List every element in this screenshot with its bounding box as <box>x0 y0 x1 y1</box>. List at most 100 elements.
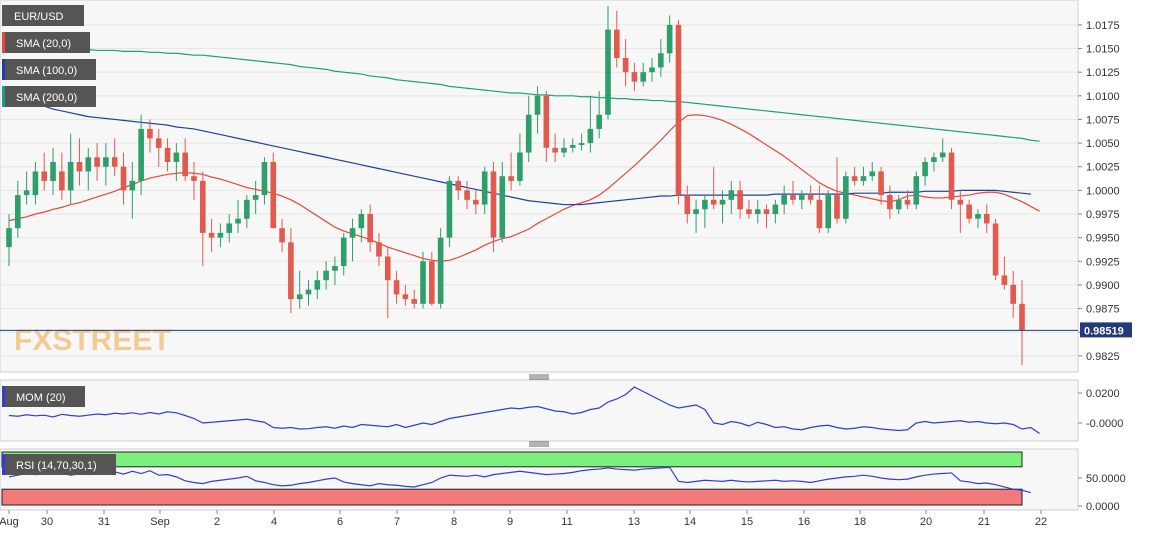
candle-body <box>411 299 417 304</box>
candle-body <box>860 176 867 181</box>
sma-lines <box>8 46 1040 262</box>
candle-body <box>508 176 514 181</box>
candle-body <box>851 176 858 181</box>
candle-body <box>384 256 391 281</box>
price-pane-bg <box>0 0 1079 373</box>
candle-body <box>693 209 699 214</box>
candle-body <box>587 128 594 144</box>
price-tick-label: 1.0075 <box>1086 114 1120 126</box>
candle-body <box>50 162 56 181</box>
price-axis-ticks: 1.0175 1.0150 1.0125 1.0100 1.0075 1.0050 1.00… <box>1078 20 1120 363</box>
time-tick-label: 15 <box>741 516 753 528</box>
legend-label-sma20: SMA (20,0) <box>16 38 71 50</box>
candle-body <box>807 195 814 200</box>
price-tick-label: 1.0100 <box>1086 91 1120 103</box>
candle-body <box>640 72 647 82</box>
candle-body <box>226 223 233 233</box>
legend-item-sma100[interactable]: SMA (100,0) <box>2 59 96 80</box>
rsi-overbought-band <box>1 451 1023 468</box>
candle-body <box>41 171 48 181</box>
sma-line <box>8 95 1031 206</box>
candle-body <box>790 195 796 200</box>
candle-body <box>746 209 752 214</box>
candle-body <box>798 195 805 200</box>
candle-body <box>15 195 21 229</box>
legend-item-eurusd[interactable]: EUR/USD <box>2 5 84 26</box>
candle-body <box>737 190 743 210</box>
candle-body <box>957 199 964 205</box>
candle-body <box>23 190 30 196</box>
time-tick-label: 30 <box>41 516 53 528</box>
time-axis-ticks: Aug 30 31 Sep 2 4 6 7 8 9 11 13 14 15 16 18 20 21 22 <box>0 510 1047 528</box>
pane-drag-handle-2[interactable] <box>529 441 549 447</box>
candle-body <box>649 67 655 73</box>
candle-body <box>473 199 479 205</box>
candle-body <box>754 209 761 214</box>
time-tick-label: 13 <box>628 516 640 528</box>
candle-body <box>719 199 726 205</box>
time-tick-label: 20 <box>920 516 932 528</box>
candle-body <box>217 232 224 238</box>
candle-body <box>340 237 347 266</box>
mom-tick-label: 0.0200 <box>1086 388 1120 400</box>
candle-body <box>32 171 39 196</box>
candle-body <box>763 209 770 214</box>
candle-body <box>67 162 74 191</box>
candle-body <box>517 152 523 181</box>
candle-body <box>59 171 65 191</box>
candle-body <box>939 152 946 158</box>
time-tick-label: 9 <box>507 516 513 528</box>
time-tick-label: 7 <box>394 516 400 528</box>
time-tick-label: 31 <box>98 516 110 528</box>
candle-body <box>931 157 937 162</box>
rsi-line <box>8 466 1031 494</box>
candle-body <box>561 147 567 153</box>
candle-body <box>499 176 506 238</box>
candle-body <box>164 147 171 162</box>
candle-body <box>393 280 400 295</box>
candle-body <box>534 95 541 115</box>
candle-body <box>684 195 691 214</box>
legend-label-sma200: SMA (200,0) <box>16 92 77 104</box>
price-tick-label: 0.9950 <box>1086 233 1120 245</box>
time-tick-label: 22 <box>1035 516 1047 528</box>
legend-item-sma200[interactable]: SMA (200,0) <box>2 86 96 107</box>
candle-body <box>376 242 382 257</box>
candle-body <box>111 157 118 167</box>
candle-body <box>437 237 444 304</box>
candle-body <box>199 180 206 233</box>
candle-body <box>622 58 629 73</box>
rsi-tick-label: 50.0000 <box>1086 473 1126 485</box>
price-tick-label: 1.0050 <box>1086 138 1120 150</box>
candle-body <box>887 195 893 210</box>
mom-ticks: 0.0200 -0.0000 <box>1078 388 1123 430</box>
candle-body <box>675 24 682 196</box>
candle-body <box>323 270 329 281</box>
candle-body <box>702 199 708 210</box>
candle-body <box>402 294 409 300</box>
sma-line <box>9 46 1040 142</box>
candle-body <box>94 157 100 167</box>
legend-item-sma20[interactable]: SMA (20,0) <box>2 32 90 53</box>
pane-drag-handle-1[interactable] <box>529 374 549 380</box>
current-price-tag: 0.98519 <box>1080 322 1132 338</box>
candle-body <box>525 114 532 153</box>
mom-pane-bg <box>0 379 1079 442</box>
candle-body <box>948 152 955 200</box>
candle-body <box>138 128 144 181</box>
time-tick-label: 21 <box>978 516 990 528</box>
time-tick-label: 8 <box>451 516 457 528</box>
legend-label-rsi: RSI (14,70,30,1) <box>16 460 97 472</box>
candle-body <box>490 171 497 238</box>
legend-item-rsi[interactable]: RSI (14,70,30,1) <box>2 454 116 475</box>
candle-body <box>975 214 981 219</box>
legend-item-mom[interactable]: MOM (20) <box>2 386 85 407</box>
candle-body <box>666 24 673 54</box>
candle-body <box>1010 284 1016 304</box>
candles <box>6 6 1025 366</box>
candle-body <box>569 144 576 148</box>
candle-body <box>208 232 215 238</box>
rsi-ticks: 50.0000 0.0000 <box>1078 473 1126 513</box>
candle-body <box>367 214 373 243</box>
time-tick-label: 14 <box>684 516 696 528</box>
